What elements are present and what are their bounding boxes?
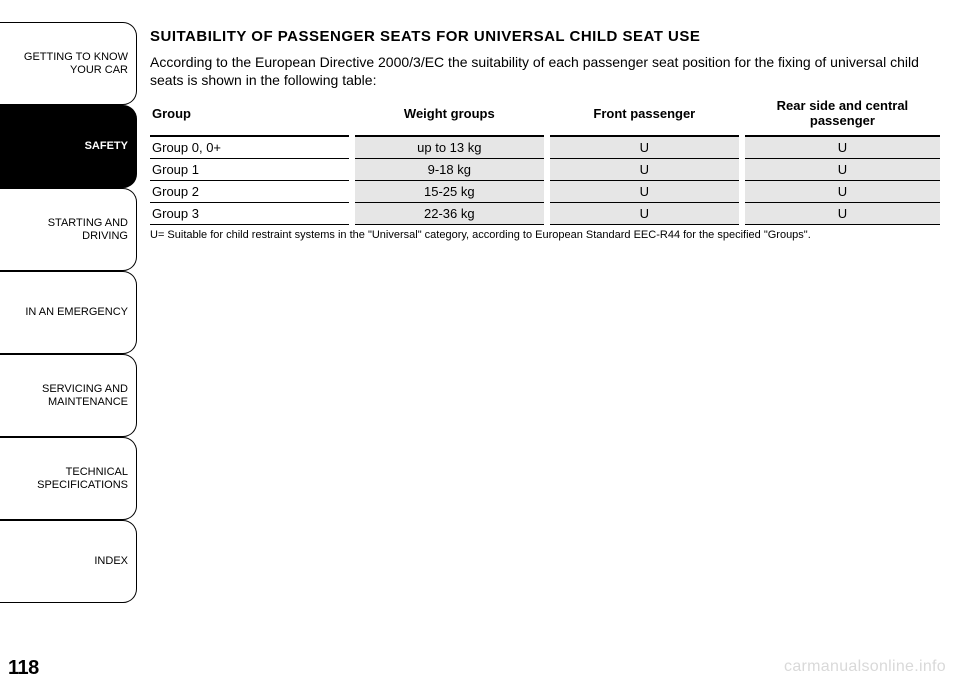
cell-group: Group 0, 0+	[150, 136, 349, 159]
tab-label: SERVICING ANDMAINTENANCE	[42, 383, 128, 408]
cell-group: Group 1	[150, 159, 349, 181]
tab-technical[interactable]: TECHNICALSPECIFICATIONS	[0, 437, 137, 520]
page-title: SUITABILITY OF PASSENGER SEATS FOR UNIVE…	[150, 28, 940, 45]
tab-label: INDEX	[94, 555, 128, 568]
tab-starting-driving[interactable]: STARTING ANDDRIVING	[0, 188, 137, 271]
tab-emergency[interactable]: IN AN EMERGENCY	[0, 271, 137, 354]
page-number: 118	[8, 657, 39, 680]
cell-rear: U	[745, 159, 940, 181]
intro-text: According to the European Directive 2000…	[150, 53, 940, 89]
cell-rear: U	[745, 136, 940, 159]
cell-front: U	[550, 181, 739, 203]
tab-label: STARTING ANDDRIVING	[48, 217, 128, 242]
tab-label: SAFETY	[85, 140, 128, 153]
cell-group: Group 3	[150, 203, 349, 225]
cell-front: U	[550, 159, 739, 181]
page-content: SUITABILITY OF PASSENGER SEATS FOR UNIVE…	[150, 28, 940, 241]
th-weight: Weight groups	[355, 95, 544, 136]
table-footnote: U= Suitable for child restraint systems …	[150, 229, 940, 241]
tab-safety[interactable]: SAFETY	[0, 105, 137, 188]
tab-label: IN AN EMERGENCY	[25, 306, 128, 319]
cell-weight: 15-25 kg	[355, 181, 544, 203]
suitability-table: Group Weight groups Front passenger Rear…	[150, 95, 940, 225]
cell-front: U	[550, 136, 739, 159]
table-row: Group 1 9-18 kg U U	[150, 159, 940, 181]
sidebar-nav: GETTING TO KNOWYOUR CAR SAFETY STARTING …	[0, 0, 137, 686]
cell-rear: U	[745, 181, 940, 203]
table-row: Group 0, 0+ up to 13 kg U U	[150, 136, 940, 159]
watermark: carmanualsonline.info	[784, 658, 946, 676]
table-row: Group 2 15-25 kg U U	[150, 181, 940, 203]
cell-group: Group 2	[150, 181, 349, 203]
tab-label: GETTING TO KNOWYOUR CAR	[24, 51, 128, 76]
cell-weight: 22-36 kg	[355, 203, 544, 225]
cell-weight: 9-18 kg	[355, 159, 544, 181]
tab-servicing[interactable]: SERVICING ANDMAINTENANCE	[0, 354, 137, 437]
th-rear: Rear side and central passenger	[745, 95, 940, 136]
table-header-row: Group Weight groups Front passenger Rear…	[150, 95, 940, 136]
cell-rear: U	[745, 203, 940, 225]
th-front: Front passenger	[550, 95, 739, 136]
tab-label: TECHNICALSPECIFICATIONS	[37, 466, 128, 491]
tab-index[interactable]: INDEX	[0, 520, 137, 603]
cell-front: U	[550, 203, 739, 225]
tab-getting-to-know[interactable]: GETTING TO KNOWYOUR CAR	[0, 22, 137, 105]
cell-weight: up to 13 kg	[355, 136, 544, 159]
table-row: Group 3 22-36 kg U U	[150, 203, 940, 225]
th-group: Group	[150, 95, 349, 136]
